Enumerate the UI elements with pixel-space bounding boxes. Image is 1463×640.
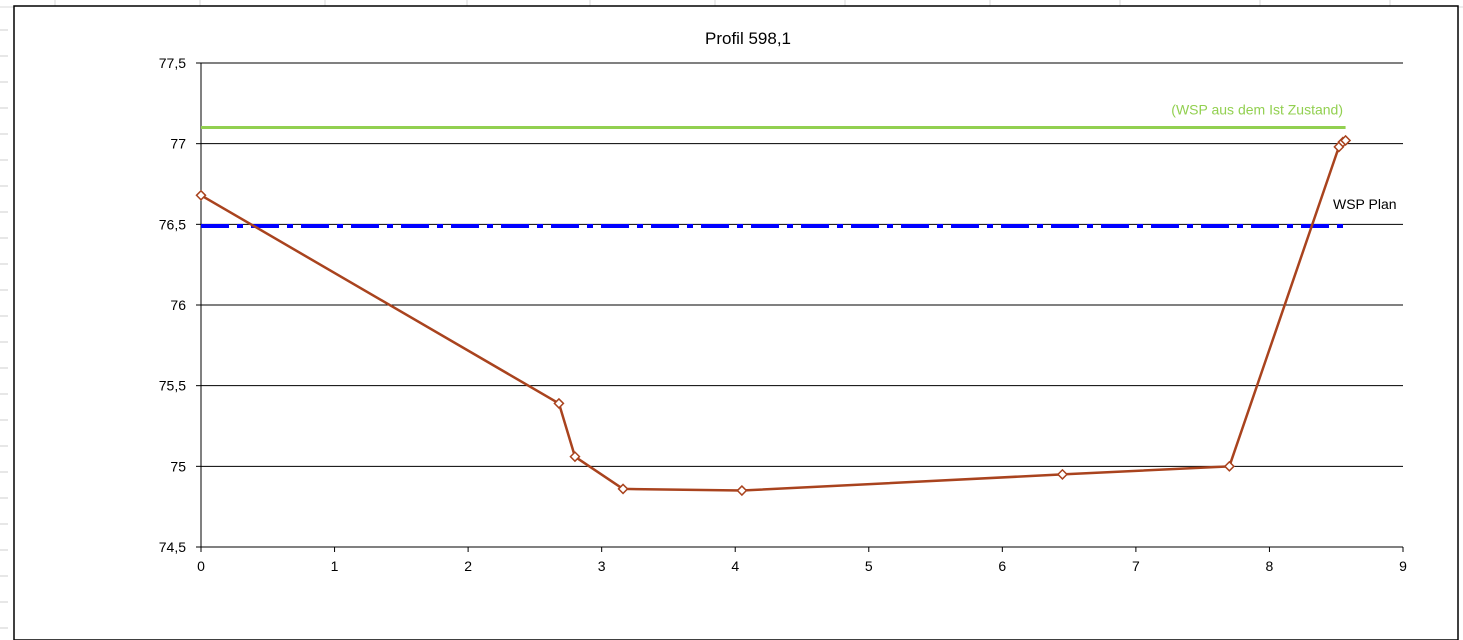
x-tick-label: 5 xyxy=(865,558,873,574)
data-point xyxy=(736,484,748,497)
y-tick-label: 74,5 xyxy=(159,539,186,555)
x-tick-label: 2 xyxy=(464,558,472,574)
x-tick-label: 3 xyxy=(598,558,606,574)
axes xyxy=(196,62,1404,552)
y-tick-label: 75 xyxy=(170,458,186,474)
data-point xyxy=(1056,468,1068,480)
chart-title: Profil 598,1 xyxy=(705,29,791,48)
reference-line-label: (WSP aus dem Ist Zustand) xyxy=(1171,102,1343,118)
row-ticks xyxy=(0,29,8,629)
y-tick-label: 77,5 xyxy=(159,55,186,71)
data-point xyxy=(553,397,565,409)
x-tick-label: 9 xyxy=(1399,558,1407,574)
chart-area[interactable] xyxy=(13,5,1459,640)
tick-labels: 74,5 75 75,5 76 76,5 77 77,5 0 1 2 3 4 5 6 7 8 9 xyxy=(159,55,1407,574)
series-layer xyxy=(195,134,1352,497)
x-tick-label: 1 xyxy=(331,558,339,574)
x-tick-label: 4 xyxy=(731,558,739,574)
reference-lines: (WSP aus dem Ist Zustand) WSP Plan xyxy=(201,102,1397,228)
x-tick-label: 7 xyxy=(1132,558,1140,574)
y-tick-label: 77 xyxy=(170,136,186,152)
y-tick-label: 75,5 xyxy=(159,378,186,394)
y-tick-label: 76 xyxy=(170,297,186,313)
x-tick-label: 8 xyxy=(1266,558,1274,574)
data-point xyxy=(1223,460,1235,472)
data-point xyxy=(569,451,581,463)
data-point xyxy=(1340,134,1352,147)
data-point xyxy=(195,189,207,201)
x-tick-label: 0 xyxy=(197,558,205,574)
x-tick-label: 6 xyxy=(998,558,1006,574)
reference-line-label: WSP Plan xyxy=(1333,196,1397,212)
y-tick-label: 76,5 xyxy=(159,216,186,232)
data-point xyxy=(617,483,629,495)
